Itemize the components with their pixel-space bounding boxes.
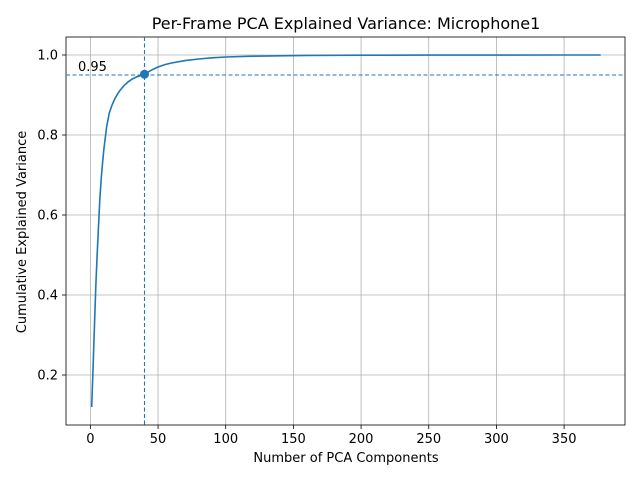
chart-title: Per-Frame PCA Explained Variance: Microp… [152, 14, 541, 33]
y-tick-label: 1.0 [37, 49, 58, 64]
y-tick-label: 0.4 [37, 289, 58, 304]
x-tick-label: 0 [86, 432, 94, 447]
x-tick-label: 150 [281, 432, 306, 447]
threshold-annotation: 0.95 [78, 60, 107, 75]
x-tick-label: 350 [552, 432, 577, 447]
y-tick-label: 0.6 [37, 209, 58, 224]
x-tick-label: 50 [150, 432, 167, 447]
y-tick-label: 0.8 [37, 129, 58, 144]
x-tick-label: 300 [484, 432, 509, 447]
x-tick-label: 250 [416, 432, 441, 447]
y-axis-label: Cumulative Explained Variance [15, 131, 30, 333]
plot-frame [65, 36, 626, 426]
variance-line [90, 54, 601, 408]
x-tick-label: 200 [349, 432, 374, 447]
x-axis-label: Number of PCA Components [253, 451, 438, 466]
y-tick-label: 0.2 [37, 369, 58, 384]
threshold-marker-point [140, 69, 150, 79]
x-tick-label: 100 [213, 432, 238, 447]
plot-area: 0 50 100 150 200 250 300 350 0.2 0.4 0.6 0.8 1.0 0.95 [37, 36, 626, 447]
